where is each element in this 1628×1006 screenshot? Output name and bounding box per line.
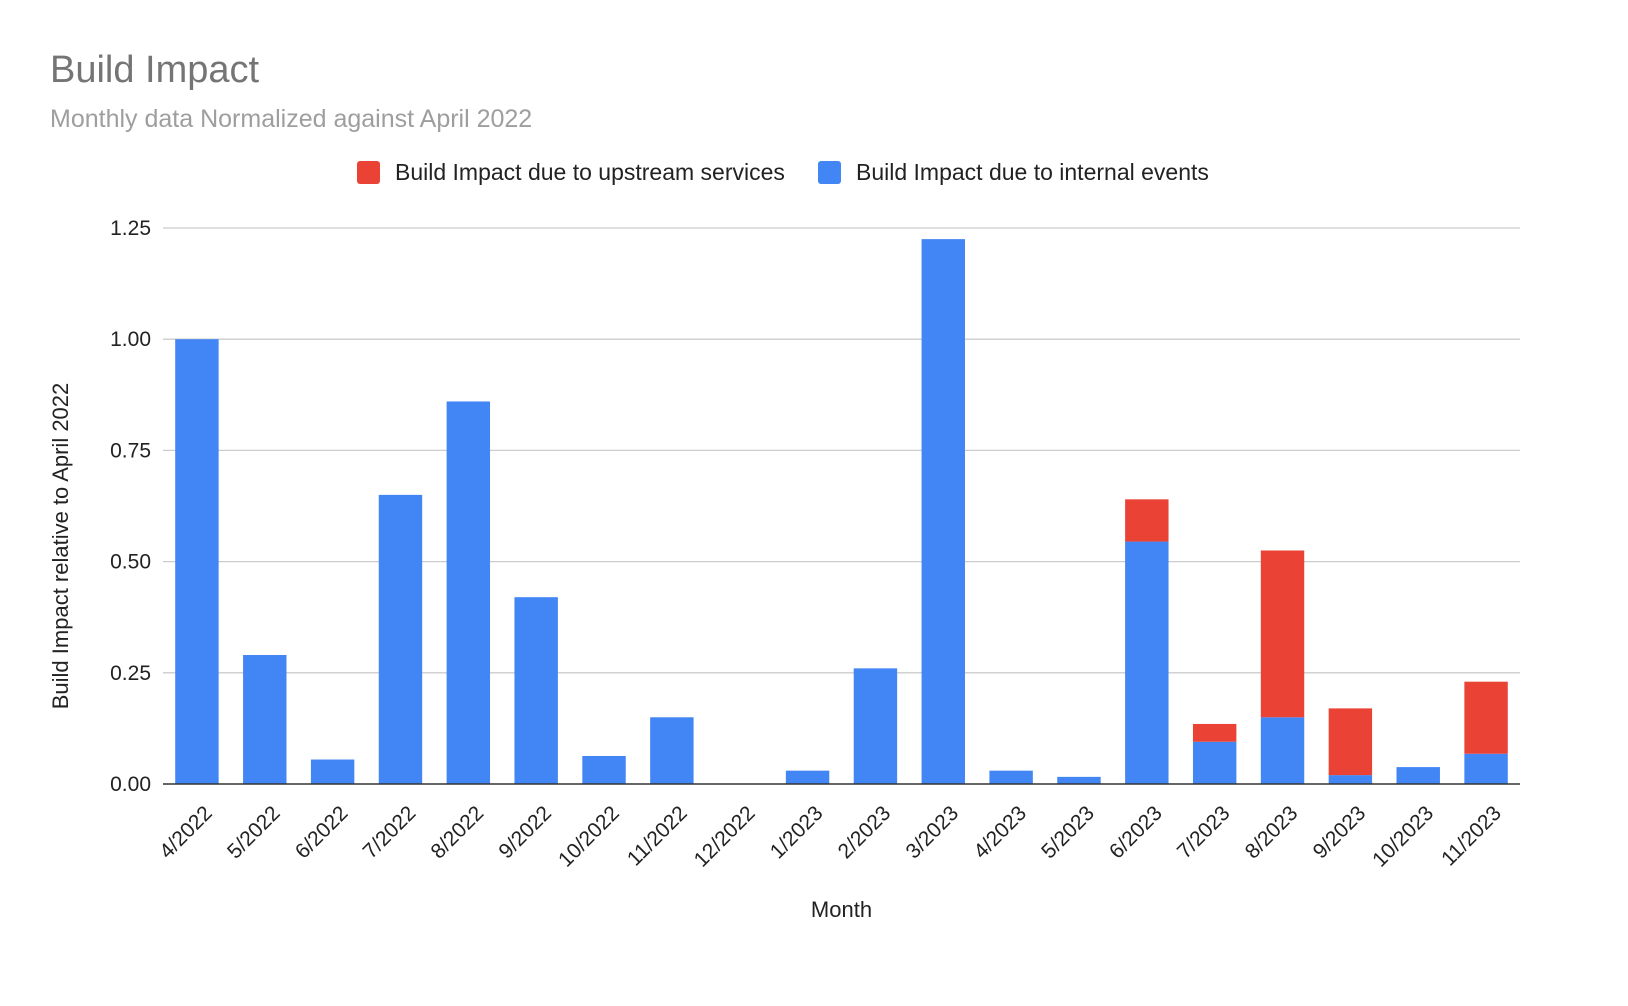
bars — [175, 239, 1508, 784]
bar-internal — [582, 755, 626, 784]
x-axis-ticks: 4/2022 5/2022 6/2022 7/2022 8/2022 9/202210/2… — [155, 802, 1506, 872]
y-axis-ticks: 0.00 0.25 0.50 0.75 1.00 1.25 — [110, 217, 151, 796]
x-tick-label: 5/2022 — [223, 802, 285, 864]
y-axis-title: Build Impact relative to April 2022 — [48, 383, 73, 710]
bar-upstream — [1260, 550, 1305, 718]
bar-internal — [1464, 753, 1508, 784]
x-tick-label: 9/2022 — [494, 802, 556, 864]
bar-internal — [446, 401, 491, 784]
bar-internal — [785, 770, 830, 784]
legend-swatch — [357, 161, 380, 184]
bar-internal — [921, 239, 965, 784]
bar-internal — [378, 494, 423, 784]
x-tick-label: 7/2023 — [1173, 802, 1235, 864]
y-tick-label: 1.25 — [110, 217, 151, 240]
bar-upstream — [1192, 723, 1237, 742]
x-tick-label: 7/2022 — [359, 802, 421, 864]
bar-internal — [310, 759, 355, 784]
bar-upstream — [1125, 499, 1169, 542]
y-tick-label: 0.25 — [110, 662, 151, 685]
bar-internal — [1057, 776, 1101, 784]
x-tick-label: 3/2023 — [902, 802, 964, 864]
chart-subtitle: Monthly data Normalized against April 20… — [50, 105, 532, 133]
x-tick-label: 11/2023 — [1437, 802, 1506, 871]
x-tick-label: 11/2022 — [623, 802, 692, 871]
x-tick-label: 8/2023 — [1241, 802, 1303, 864]
bar-upstream — [1464, 681, 1508, 754]
y-tick-label: 0.00 — [110, 773, 151, 796]
x-tick-label: 10/2022 — [554, 802, 624, 872]
legend-swatch — [818, 161, 841, 184]
bar-internal — [1125, 541, 1169, 784]
x-tick-label: 12/2022 — [690, 802, 760, 872]
y-tick-label: 1.00 — [110, 328, 151, 351]
x-tick-label: 1/2023 — [766, 802, 828, 864]
bar-internal — [1192, 741, 1237, 784]
bar-upstream — [1328, 708, 1373, 776]
bar-internal — [514, 597, 558, 784]
x-tick-label: 10/2023 — [1368, 802, 1438, 872]
y-tick-label: 0.50 — [110, 551, 151, 574]
x-tick-label: 6/2023 — [1105, 802, 1167, 864]
bar-internal — [1328, 775, 1373, 784]
x-tick-label: 2/2023 — [834, 802, 896, 864]
bar-internal — [650, 717, 694, 784]
chart-title: Build Impact — [50, 49, 260, 91]
bar-internal — [1396, 767, 1440, 784]
legend-label: Build Impact due to upstream services — [395, 159, 785, 185]
bar-internal — [175, 339, 219, 784]
y-tick-label: 0.75 — [110, 439, 151, 462]
bar-internal — [853, 668, 898, 784]
x-axis-title: Month — [811, 897, 872, 922]
gridlines — [163, 227, 1520, 674]
x-tick-label: 8/2022 — [427, 802, 489, 864]
x-tick-label: 6/2022 — [291, 802, 353, 864]
x-tick-label: 4/2022 — [155, 802, 217, 864]
x-tick-label: 9/2023 — [1309, 802, 1371, 864]
legend: Build Impact due to upstream services Bui… — [357, 159, 1209, 185]
legend-label: Build Impact due to internal events — [856, 159, 1209, 185]
x-tick-label: 5/2023 — [1037, 802, 1099, 864]
bar-internal — [1260, 717, 1305, 784]
x-tick-label: 4/2023 — [969, 802, 1031, 864]
bar-internal — [989, 770, 1033, 784]
bar-internal — [243, 655, 287, 784]
